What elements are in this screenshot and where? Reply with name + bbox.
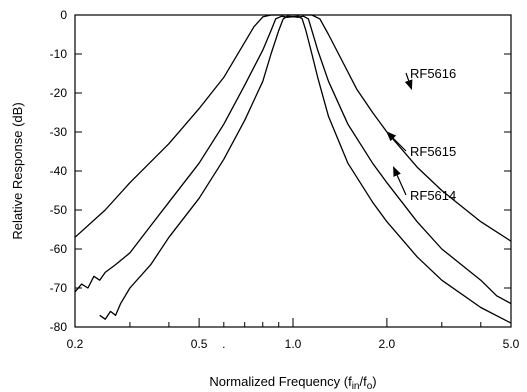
stray-dot: .	[222, 337, 225, 351]
series-line-rf5614	[99, 15, 512, 324]
x-tick-label: 0.5	[191, 337, 208, 351]
annotation-arrow	[404, 72, 413, 91]
series-label-rf5616: RF5616	[410, 66, 456, 81]
x-axis-ticks: 0.2 0.5 1.0 2.0 5.0	[67, 318, 520, 351]
y-tick-label: 0	[60, 8, 67, 22]
series-label-rf5614: RF5614	[410, 188, 456, 203]
y-axis-ticks: 0 -10 -20 -30 -40 -50 -60 -70 -80	[50, 8, 511, 334]
x-axis-label-sub-in: in	[352, 381, 360, 392]
x-axis-label-mid: /f	[359, 374, 367, 389]
y-tick-label: -80	[50, 320, 68, 334]
series-line-rf5616	[74, 14, 512, 242]
x-tick-label: 1.0	[285, 337, 302, 351]
plot-frame	[74, 14, 512, 328]
x-axis-label: Normalized Frequency (fin/fo)	[209, 374, 376, 392]
y-tick-label: -50	[50, 203, 68, 217]
y-tick-label: -20	[50, 86, 68, 100]
x-tick-label: 0.2	[67, 337, 84, 351]
series-lines	[74, 14, 512, 324]
y-tick-label: -60	[50, 242, 68, 256]
series-label-rf5615: RF5615	[410, 144, 456, 159]
series-annotations: RF5616 RF5615 RF5614	[386, 66, 456, 203]
y-tick-label: -70	[50, 281, 68, 295]
x-tick-label: 2.0	[379, 337, 396, 351]
x-axis-label-end: )	[372, 374, 376, 389]
series-line-rf5615	[74, 15, 512, 305]
x-axis-label-sub-o: o	[367, 381, 373, 392]
x-axis-label-main: Normalized Frequency (f	[209, 374, 352, 389]
annotation-arrow	[386, 131, 407, 152]
annotation-arrow	[392, 166, 407, 196]
x-tick-label: 5.0	[503, 337, 520, 351]
y-axis-label: Relative Response (dB)	[10, 102, 25, 239]
y-tick-label: -30	[50, 125, 68, 139]
y-tick-label: -10	[50, 47, 68, 61]
y-tick-label: -40	[50, 164, 68, 178]
